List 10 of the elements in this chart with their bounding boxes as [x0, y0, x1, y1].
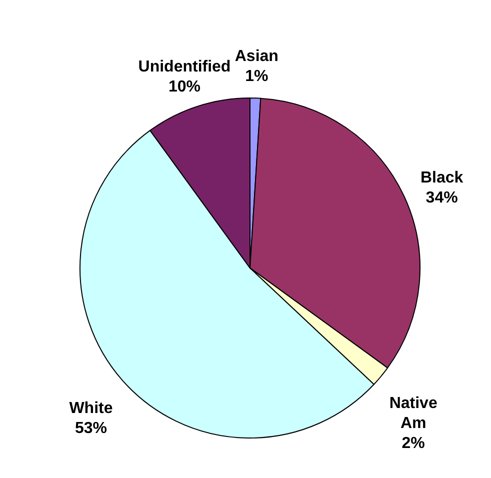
- slice-label: White: [69, 400, 113, 418]
- slice-label: Native Am: [389, 395, 438, 432]
- data-label: 2%: [402, 435, 425, 452]
- slice-label: Asian: [234, 48, 278, 66]
- data-label: 53%: [74, 420, 107, 438]
- slice-label: Unidentified: [138, 58, 231, 76]
- data-label: 10%: [168, 78, 201, 96]
- data-label: 34%: [426, 190, 458, 207]
- slice-label: Black: [420, 170, 464, 187]
- data-label: 1%: [245, 68, 268, 86]
